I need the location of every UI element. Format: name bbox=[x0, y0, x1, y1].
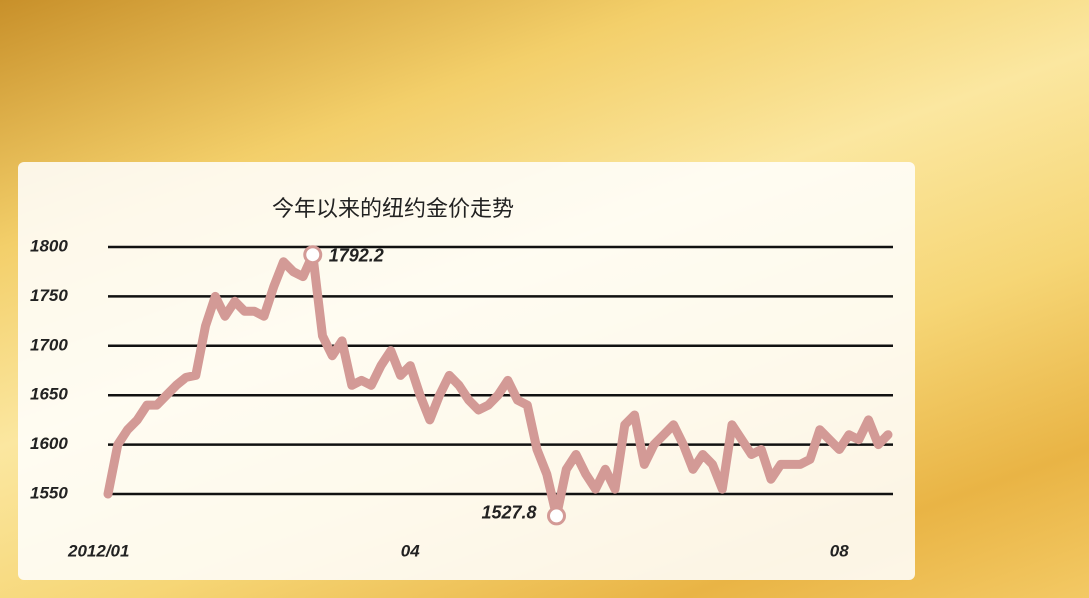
chart-title: 今年以来的纽约金价走势 bbox=[272, 196, 514, 221]
data-label: 1792.2 bbox=[329, 245, 384, 265]
y-tick-label: 1650 bbox=[30, 385, 68, 404]
panel bbox=[18, 162, 915, 580]
point-marker bbox=[547, 506, 566, 526]
y-tick-label: 1800 bbox=[30, 236, 68, 255]
x-tick-label: 2012/01 bbox=[67, 541, 129, 560]
x-tick-label: 08 bbox=[830, 541, 849, 560]
x-tick-label: 04 bbox=[401, 541, 420, 560]
point-marker bbox=[303, 245, 323, 265]
y-tick-label: 1750 bbox=[30, 286, 68, 305]
data-label: 1527.8 bbox=[481, 503, 536, 523]
y-tick-label: 1550 bbox=[30, 483, 68, 502]
y-tick-label: 1700 bbox=[30, 335, 68, 354]
price-line bbox=[103, 250, 893, 521]
y-tick-label: 1600 bbox=[30, 434, 68, 453]
